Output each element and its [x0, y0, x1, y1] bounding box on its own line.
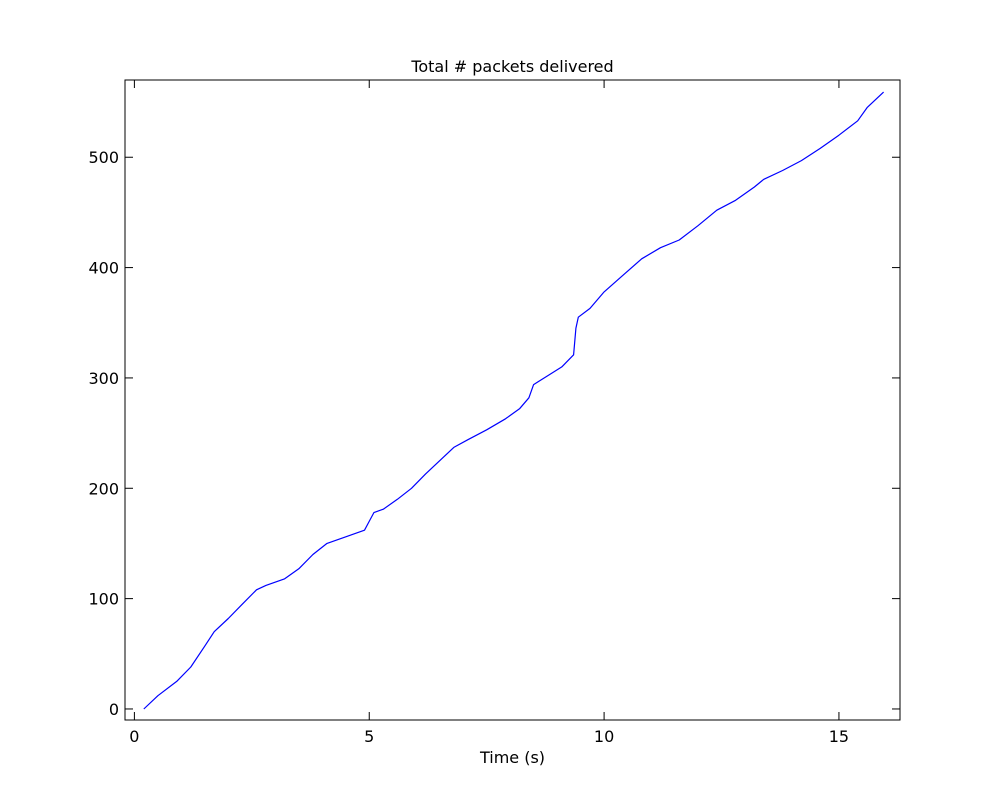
series-line — [143, 91, 885, 710]
y-tick-label: 400 — [88, 259, 119, 278]
y-tick-label: 100 — [88, 590, 119, 609]
y-tick-label: 300 — [88, 369, 119, 388]
tick-labels: 0 5 10 15 0 100 200 300 400 500 — [88, 148, 849, 746]
tick-marks — [125, 80, 900, 720]
y-tick-label: 0 — [109, 700, 119, 719]
y-tick-label: 200 — [88, 479, 119, 498]
x-tick-label: 0 — [129, 727, 139, 746]
x-tick-label: 5 — [364, 727, 374, 746]
y-tick-label: 500 — [88, 148, 119, 167]
x-tick-label: 15 — [829, 727, 849, 746]
plot-area-frame — [124, 79, 901, 721]
chart-title: Total # packets delivered — [410, 57, 613, 76]
x-tick-label: 10 — [594, 727, 614, 746]
series-group — [143, 91, 885, 710]
x-axis-label: Time (s) — [479, 748, 545, 767]
